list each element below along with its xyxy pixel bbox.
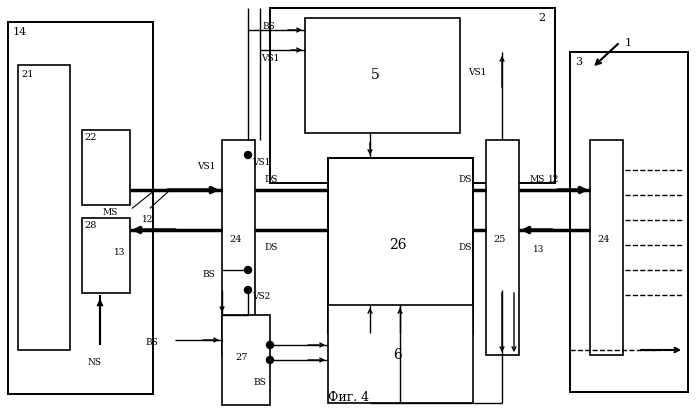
Text: 25: 25	[493, 235, 506, 245]
Text: 12: 12	[548, 175, 559, 184]
Bar	[82, 218, 130, 293]
Text: 14: 14	[13, 27, 27, 37]
Text: 3: 3	[575, 57, 582, 67]
Text: 6: 6	[394, 348, 402, 362]
Text: 24: 24	[230, 235, 242, 245]
Bar	[82, 130, 130, 205]
Bar	[570, 52, 688, 392]
Text: MS: MS	[103, 208, 118, 217]
Text: BS: BS	[253, 378, 267, 387]
Bar	[590, 140, 623, 355]
Text: 24: 24	[597, 235, 610, 245]
Text: DS: DS	[458, 175, 471, 184]
Text: 27: 27	[236, 354, 248, 362]
Text: VS1: VS1	[468, 68, 487, 77]
Bar	[8, 22, 153, 394]
Text: 28: 28	[84, 221, 96, 230]
Text: 13: 13	[114, 248, 126, 257]
Text: 5: 5	[371, 68, 380, 82]
Circle shape	[267, 342, 274, 349]
Text: BS: BS	[262, 22, 275, 31]
Text: DS: DS	[264, 243, 277, 252]
Text: Фиг. 4: Фиг. 4	[329, 391, 369, 404]
Text: 26: 26	[389, 238, 407, 252]
Circle shape	[244, 267, 251, 273]
Text: 21: 21	[21, 70, 34, 79]
Bar	[270, 8, 555, 183]
Bar	[222, 315, 270, 405]
Bar	[222, 140, 255, 355]
Bar	[328, 158, 473, 333]
Text: VS2: VS2	[252, 292, 270, 301]
Text: VS1: VS1	[252, 158, 270, 167]
Text: BS: BS	[145, 338, 158, 347]
Text: DS: DS	[458, 243, 471, 252]
Bar	[328, 305, 473, 403]
Circle shape	[244, 287, 251, 294]
Text: NS: NS	[88, 358, 102, 367]
Text: 2: 2	[538, 13, 545, 23]
Text: VS1: VS1	[197, 162, 215, 171]
Text: MS: MS	[530, 175, 545, 184]
Circle shape	[244, 151, 251, 158]
Text: 22: 22	[84, 133, 96, 142]
Text: BS: BS	[202, 270, 215, 279]
Bar	[18, 65, 70, 350]
Text: 13: 13	[533, 245, 544, 254]
Text: 1: 1	[625, 38, 632, 48]
Bar	[486, 140, 519, 355]
Text: DS: DS	[264, 175, 277, 184]
Bar	[305, 18, 460, 133]
Text: VS1: VS1	[261, 54, 279, 63]
Circle shape	[267, 357, 274, 364]
Text: 12: 12	[142, 215, 154, 224]
